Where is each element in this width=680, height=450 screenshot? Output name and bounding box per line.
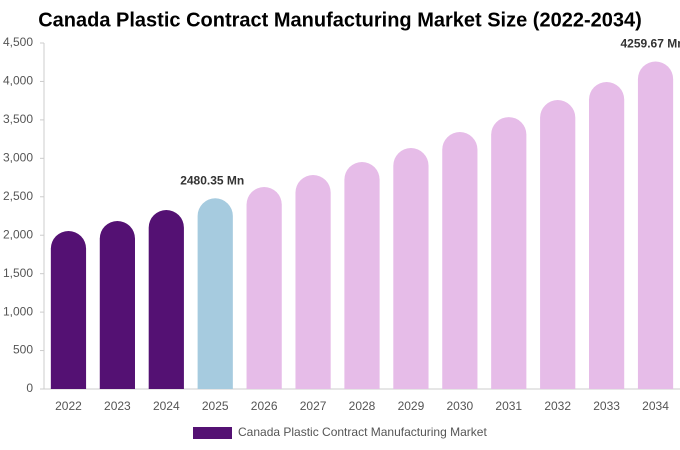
- data-label: 2480.35 Mn: [180, 173, 244, 187]
- x-tick-label: 2028: [349, 399, 376, 413]
- y-tick-label: 3,500: [3, 112, 33, 126]
- x-tick-label: 2033: [593, 399, 620, 413]
- x-tick-label: 2022: [55, 399, 82, 413]
- x-tick-label: 2023: [104, 399, 131, 413]
- bar: [197, 198, 233, 389]
- y-tick-label: 2,000: [3, 227, 33, 241]
- y-tick-label: 2,500: [3, 189, 33, 203]
- x-tick-label: 2034: [642, 399, 669, 413]
- x-tick-label: 2026: [251, 399, 278, 413]
- legend-swatch: [193, 427, 232, 439]
- bar: [589, 81, 625, 389]
- bar: [442, 132, 478, 389]
- x-tick-label: 2031: [495, 399, 522, 413]
- x-tick-label: 2025: [202, 399, 229, 413]
- bar: [99, 220, 135, 389]
- chart-title: Canada Plastic Contract Manufacturing Ma…: [38, 9, 642, 31]
- bar: [344, 162, 380, 389]
- y-tick-label: 1,000: [3, 304, 33, 318]
- legend-label: Canada Plastic Contract Manufacturing Ma…: [238, 425, 487, 439]
- y-tick-label: 4,500: [3, 35, 33, 49]
- y-tick-label: 0: [26, 381, 33, 395]
- x-tick-label: 2024: [153, 399, 180, 413]
- x-tick-label: 2027: [300, 399, 327, 413]
- bar: [393, 148, 429, 389]
- bar: [50, 231, 87, 389]
- bar: [148, 210, 184, 389]
- x-tick-label: 2030: [446, 399, 473, 413]
- bar: [540, 100, 576, 389]
- data-label: 4259.67 Mn: [621, 37, 680, 51]
- bar: [295, 175, 331, 389]
- bar: [246, 187, 282, 389]
- y-tick-label: 3,000: [3, 151, 33, 165]
- y-tick-label: 1,500: [3, 266, 33, 280]
- x-tick-label: 2029: [398, 399, 425, 413]
- bar: [491, 117, 527, 389]
- y-tick-label: 4,000: [3, 74, 33, 88]
- x-tick-label: 2032: [544, 399, 571, 413]
- bar: [637, 61, 674, 390]
- y-tick-label: 500: [13, 343, 33, 357]
